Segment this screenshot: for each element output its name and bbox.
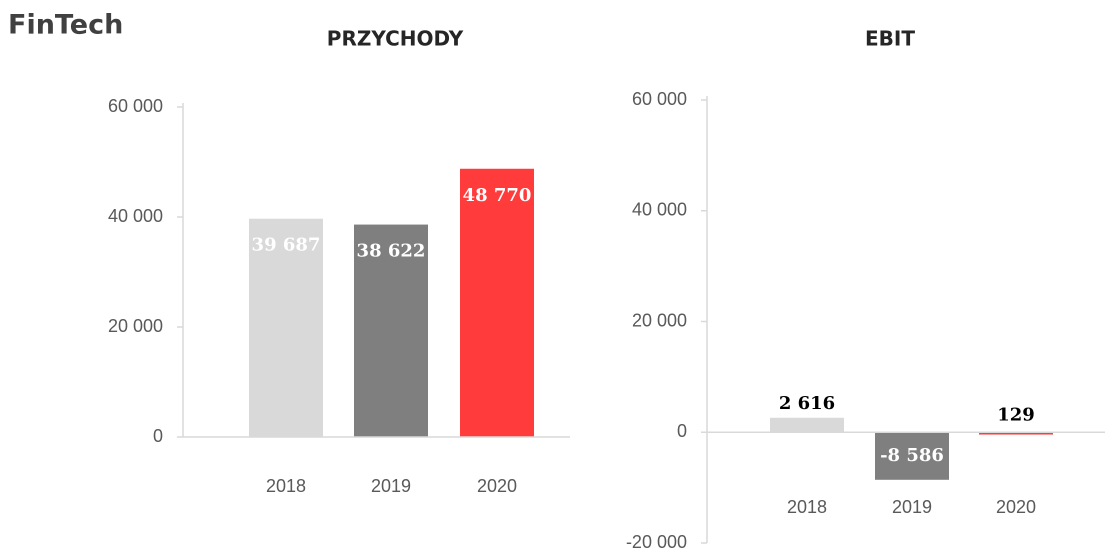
x-tick-label: 2020 <box>477 476 517 496</box>
x-tick-label: 2019 <box>371 476 411 496</box>
y-tick-label: -20 000 <box>626 532 687 552</box>
x-tick-label: 2018 <box>787 497 827 517</box>
bar <box>875 432 949 480</box>
y-tick-label: 40 000 <box>108 206 163 226</box>
y-tick-label: 60 000 <box>632 89 687 109</box>
y-tick-label: 0 <box>677 421 687 441</box>
y-tick-label: 40 000 <box>632 200 687 220</box>
y-tick-label: 20 000 <box>108 316 163 336</box>
y-tick-label: 0 <box>153 426 163 446</box>
y-tick-label: 20 000 <box>632 310 687 330</box>
value-label: 48 770 <box>463 185 532 206</box>
value-label: -8 586 <box>880 445 944 466</box>
x-tick-label: 2019 <box>892 497 932 517</box>
value-label: 2 616 <box>779 393 835 414</box>
y-tick-label: 60 000 <box>108 96 163 116</box>
chart-title: PRZYCHODY <box>327 27 464 51</box>
bar <box>460 168 534 437</box>
value-label: 38 622 <box>357 241 426 262</box>
x-tick-label: 2020 <box>996 497 1036 517</box>
value-label: 39 687 <box>252 235 321 256</box>
bar <box>979 431 1053 435</box>
bar <box>770 417 844 433</box>
value-label: 129 <box>997 404 1035 425</box>
heading: FinTech <box>8 10 123 41</box>
x-tick-label: 2018 <box>266 476 306 496</box>
chart-title: EBIT <box>865 27 915 51</box>
bar <box>354 224 428 437</box>
bar <box>249 218 323 437</box>
